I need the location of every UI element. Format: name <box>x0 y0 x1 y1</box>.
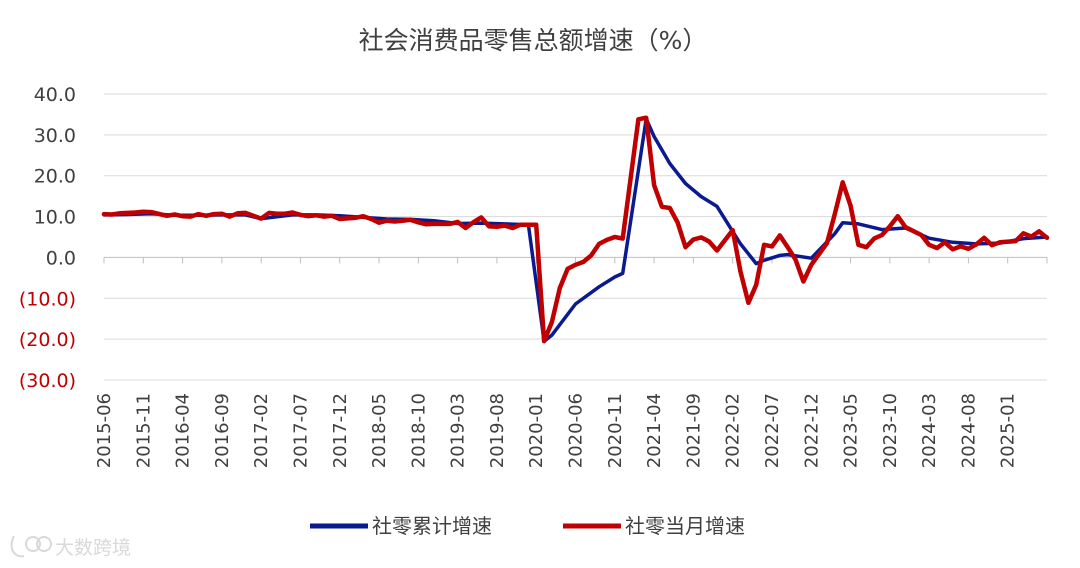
x-tick-label: 2017-07 <box>291 393 312 468</box>
x-tick-label: 2015-11 <box>133 393 154 468</box>
x-tick-label: 2023-10 <box>880 393 901 468</box>
x-tick-label: 2016-09 <box>212 393 233 468</box>
x-tick-label: 2022-07 <box>762 393 783 468</box>
legend: 社零累计增速 社零当月增速 <box>310 514 745 538</box>
grid-lines <box>104 93 1047 381</box>
x-tick-label: 2018-10 <box>408 393 429 468</box>
x-tick-label: 2023-05 <box>841 393 862 468</box>
legend-label-monthly: 社零当月增速 <box>625 514 745 538</box>
x-tick-label: 2017-12 <box>330 393 351 468</box>
watermark-text: 大数跨境 <box>55 537 131 559</box>
x-tick-label: 2021-04 <box>644 393 665 468</box>
x-tick-label: 2025-01 <box>998 393 1019 468</box>
x-tick-label: 2020-01 <box>526 393 547 468</box>
brand-logo-icon <box>10 535 52 558</box>
y-axis-ticks: 40.0 30.0 20.0 10.0 0.0 (10.0) (20.0) (30.0) <box>19 84 76 392</box>
x-tick-label: 2016-04 <box>173 393 194 468</box>
y-tick-label: 30.0 <box>34 125 76 147</box>
x-axis-ticks: 2015-06 2015-11 2016-04 2016-09 2017-02 2017-… <box>94 393 1019 468</box>
x-tick-label: 2020-06 <box>566 393 587 468</box>
x-tick-label: 2020-11 <box>605 393 626 468</box>
x-tick-label: 2022-02 <box>723 393 744 468</box>
y-tick-label: 10.0 <box>34 207 76 229</box>
series-lines <box>101 115 1050 344</box>
y-tick-label: (20.0) <box>19 329 76 351</box>
watermark: 大数跨境 <box>10 535 131 559</box>
x-axis <box>103 256 1048 264</box>
y-tick-label: 20.0 <box>34 166 76 188</box>
x-tick-label: 2015-06 <box>94 393 115 468</box>
x-tick-label: 2024-08 <box>958 393 979 468</box>
x-tick-label: 2017-02 <box>251 393 272 468</box>
x-tick-label: 2019-08 <box>487 393 508 468</box>
series-line-monthly <box>101 115 1050 344</box>
series-line-cumulative <box>102 117 1049 343</box>
legend-label-cumulative: 社零累计增速 <box>372 514 492 538</box>
y-tick-label: 0.0 <box>46 247 76 269</box>
x-tick-label: 2018-05 <box>369 393 390 468</box>
y-tick-label: (10.0) <box>19 288 76 310</box>
x-tick-label: 2019-03 <box>448 393 469 468</box>
y-tick-label: 40.0 <box>34 84 76 106</box>
x-tick-label: 2024-03 <box>919 393 940 468</box>
y-tick-label: (30.0) <box>19 370 76 392</box>
x-tick-label: 2021-09 <box>683 393 704 468</box>
x-tick-label: 2022-12 <box>801 393 822 468</box>
chart-title: 社会消费品零售总额增速（%） <box>359 26 708 55</box>
